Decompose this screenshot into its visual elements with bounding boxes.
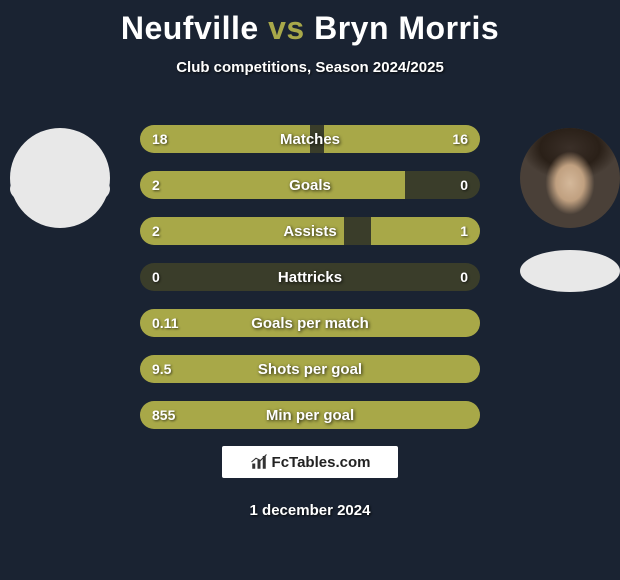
player2-avatar xyxy=(520,128,620,228)
comparison-title: Neufville vs Bryn Morris xyxy=(0,0,620,47)
subtitle: Club competitions, Season 2024/2025 xyxy=(0,59,620,76)
player2-face xyxy=(520,128,620,228)
stats-container: 1816Matches 20Goals 21Assists 00Hattricks 0.… xyxy=(140,125,480,447)
stat-label: Matches xyxy=(140,131,480,148)
stat-row: 0.11Goals per match xyxy=(140,309,480,337)
stat-label: Assists xyxy=(140,223,480,240)
stat-label: Goals per match xyxy=(140,315,480,332)
stat-label: Shots per goal xyxy=(140,361,480,378)
stat-row: 21Assists xyxy=(140,217,480,245)
player1-team-badge xyxy=(10,168,110,210)
player2-team-badge xyxy=(520,250,620,292)
vs-separator: vs xyxy=(268,10,305,46)
stat-label: Min per goal xyxy=(140,407,480,424)
player1-name: Neufville xyxy=(121,10,259,46)
stat-row: 1816Matches xyxy=(140,125,480,153)
player2-name: Bryn Morris xyxy=(314,10,499,46)
stat-row: 9.5Shots per goal xyxy=(140,355,480,383)
stat-row: 855Min per goal xyxy=(140,401,480,429)
watermark-text: FcTables.com xyxy=(272,454,371,471)
watermark: FcTables.com xyxy=(222,446,398,478)
date-label: 1 december 2024 xyxy=(0,502,620,519)
chart-icon xyxy=(250,453,268,471)
stat-row: 20Goals xyxy=(140,171,480,199)
stat-label: Hattricks xyxy=(140,269,480,286)
stat-label: Goals xyxy=(140,177,480,194)
stat-row: 00Hattricks xyxy=(140,263,480,291)
